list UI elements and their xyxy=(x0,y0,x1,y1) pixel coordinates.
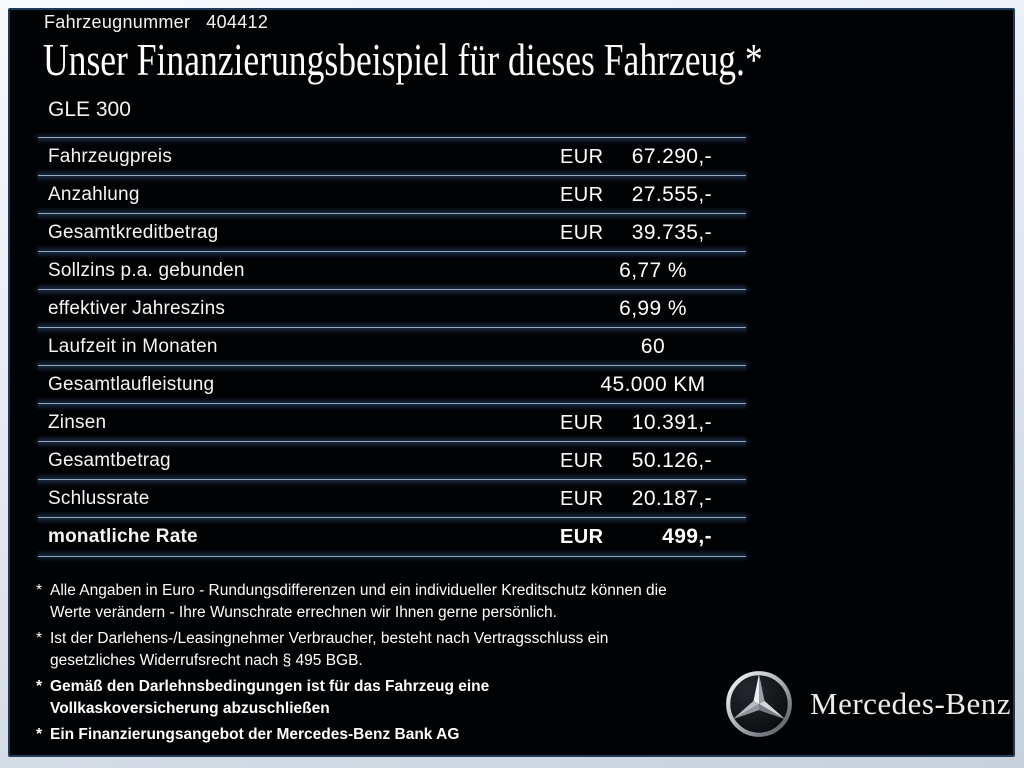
finance-panel: Fahrzeugnummer 404412 Unser Finanzierungs… xyxy=(8,8,1015,757)
footnote: * Ist der Darlehens-/Leasingnehmer Verbra… xyxy=(36,628,752,671)
row-value: EUR 10.391,- xyxy=(560,411,746,435)
row-value: 45.000 KM xyxy=(560,373,746,397)
page-title: Unser Finanzierungsbeispiel für dieses F… xyxy=(43,35,763,85)
footnote-text: Ist der Darlehens-/Leasingnehmer Verbrau… xyxy=(50,630,609,669)
value-amount: 6,99 % xyxy=(619,297,687,320)
value-amount: 499,- xyxy=(662,525,712,548)
table-row: Gesamtbetrag EUR 50.126,- xyxy=(38,441,746,480)
row-label: Gesamtlaufleistung xyxy=(48,374,215,395)
table-row: Zinsen EUR 10.391,- xyxy=(38,403,746,442)
table-row: monatliche Rate EUR 499,- xyxy=(38,517,746,556)
value-amount: 67.290,- xyxy=(631,145,712,168)
table-row: effektiver Jahreszins 6,99 % xyxy=(38,289,746,328)
footnote: * Alle Angaben in Euro - Rundungsdifferen… xyxy=(36,580,752,623)
row-label: Gesamtkreditbetrag xyxy=(48,222,219,243)
row-label: Sollzins p.a. gebunden xyxy=(48,260,245,281)
table-row: Sollzins p.a. gebunden 6,77 % xyxy=(38,251,746,290)
mercedes-star-icon xyxy=(726,671,792,737)
row-value: 60 xyxy=(560,335,746,359)
footnote-marker: * xyxy=(36,726,43,743)
footnote-marker: * xyxy=(36,678,43,695)
vehicle-number-value: 404412 xyxy=(206,12,269,32)
brand: Mercedes-Benz xyxy=(724,669,1011,739)
row-value: EUR 20.187,- xyxy=(560,487,746,511)
value-amount: 50.126,- xyxy=(631,449,712,472)
row-label: Anzahlung xyxy=(48,184,140,205)
row-value: EUR 50.126,- xyxy=(560,449,746,473)
value-amount: 6,77 % xyxy=(619,259,687,282)
value-amount: 45.000 KM xyxy=(600,373,706,396)
currency-label: EUR xyxy=(560,146,604,168)
table-row: Schlussrate EUR 20.187,- xyxy=(38,479,746,518)
footnotes: * Alle Angaben in Euro - Rundungsdifferen… xyxy=(36,580,752,751)
currency-label: EUR xyxy=(560,222,604,244)
currency-label: EUR xyxy=(560,184,604,206)
row-label: Schlussrate xyxy=(48,488,150,509)
table-row: Fahrzeugpreis EUR 67.290,- xyxy=(38,137,746,176)
row-label: monatliche Rate xyxy=(48,526,198,547)
brand-name: Mercedes-Benz xyxy=(810,686,1012,721)
row-value: 6,99 % xyxy=(560,297,746,321)
currency-label: EUR xyxy=(560,526,604,548)
finance-table: Fahrzeugpreis EUR 67.290,- Anzahlung EUR 27.5… xyxy=(38,137,746,557)
value-amount: 27.555,- xyxy=(631,183,712,206)
table-row: Laufzeit in Monaten 60 xyxy=(38,327,746,366)
table-row: Gesamtkreditbetrag EUR 39.735,- xyxy=(38,213,746,252)
row-value: EUR 27.555,- xyxy=(560,183,746,207)
value-amount: 20.187,- xyxy=(631,487,712,510)
row-label: Zinsen xyxy=(48,412,107,433)
row-label: Gesamtbetrag xyxy=(48,450,171,471)
value-amount: 39.735,- xyxy=(631,221,712,244)
row-label: Laufzeit in Monaten xyxy=(48,336,218,357)
vehicle-number: Fahrzeugnummer 404412 xyxy=(44,12,268,33)
footnote-text: Gemäß den Darlehnsbedingungen ist für da… xyxy=(50,678,490,717)
row-label: Fahrzeugpreis xyxy=(48,146,173,167)
row-value: 6,77 % xyxy=(560,259,746,283)
footnote-text: Alle Angaben in Euro - Rundungsdifferenz… xyxy=(50,582,667,621)
currency-label: EUR xyxy=(560,488,604,510)
footnote: * Ein Finanzierungsangebot der Mercedes-B… xyxy=(36,724,752,746)
table-row: Anzahlung EUR 27.555,- xyxy=(38,175,746,214)
row-value: EUR 39.735,- xyxy=(560,221,746,245)
row-label: effektiver Jahreszins xyxy=(48,298,226,319)
vehicle-number-label: Fahrzeugnummer xyxy=(44,12,191,32)
footnote-text: Ein Finanzierungsangebot der Mercedes-Be… xyxy=(50,726,460,743)
currency-label: EUR xyxy=(560,450,604,472)
footnote-marker: * xyxy=(36,630,43,647)
row-value: EUR 499,- xyxy=(560,525,746,549)
value-amount: 60 xyxy=(640,335,666,358)
value-amount: 10.391,- xyxy=(631,411,712,434)
vehicle-model: GLE 300 xyxy=(48,98,131,121)
footnote-marker: * xyxy=(36,582,43,599)
currency-label: EUR xyxy=(560,412,604,434)
table-row: Gesamtlaufleistung 45.000 KM xyxy=(38,365,746,404)
row-value: EUR 67.290,- xyxy=(560,145,746,169)
footnote: * Gemäß den Darlehnsbedingungen ist für d… xyxy=(36,676,752,719)
